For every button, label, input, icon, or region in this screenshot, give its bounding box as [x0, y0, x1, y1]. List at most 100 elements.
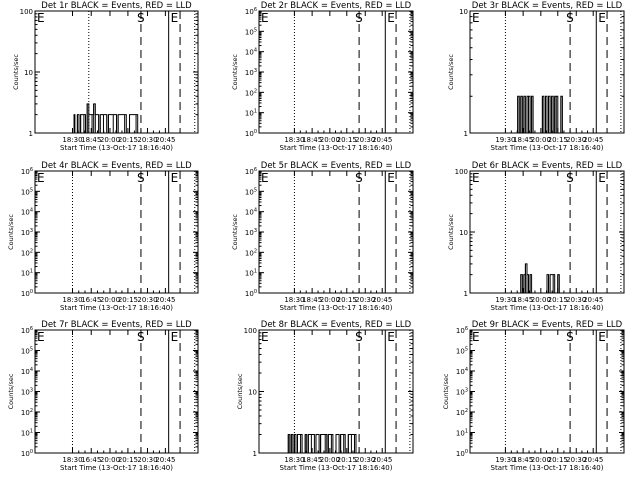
- panel-det-9: Det 9r BLACK = Events, RED = LLD Counts/s…: [442, 320, 625, 472]
- y-tick-label: 106: [21, 167, 33, 176]
- marker-label-s: S: [566, 11, 574, 25]
- y-axis-label: Counts/sec: [442, 373, 450, 409]
- x-tick-label: 18:30: [284, 136, 304, 144]
- y-tick-label: 100: [20, 8, 33, 16]
- x-axis-label: Start Time (13-Oct-17 18:16:40): [60, 144, 173, 152]
- y-axis-label: Counts/sec: [7, 214, 15, 250]
- y-tick-label: 10: [459, 229, 468, 237]
- marker-label-s: S: [355, 171, 363, 185]
- panel-det-1: Det 1r BLACK = Events, RED = LLD Counts/s…: [12, 1, 199, 152]
- x-tick-label: 16:45: [81, 456, 101, 464]
- y-axis-label: Counts/sec: [231, 54, 239, 90]
- y-tick-label: 102: [21, 408, 33, 417]
- x-tick-label: 20:15: [548, 296, 568, 304]
- x-tick-label: 20:30: [137, 296, 157, 304]
- marker-label-e: E: [598, 171, 606, 185]
- y-tick-label: 100: [455, 168, 468, 176]
- y-tick-label: 10: [24, 69, 33, 77]
- y-tick-label: 104: [21, 367, 33, 376]
- marker-label-s: S: [137, 11, 145, 25]
- x-axis-label: Start Time (13-Oct-17 18:16:40): [60, 304, 173, 312]
- marker-label-e: E: [387, 330, 395, 344]
- panel-det-5: Det 5r BLACK = Events, RED = LLD Counts/s…: [231, 161, 414, 312]
- x-tick-label: 20:00: [100, 456, 120, 464]
- x-axis-label: Start Time (13-Oct-17 18:16:40): [491, 304, 604, 312]
- y-axis-label: Counts/sec: [236, 373, 244, 409]
- marker-label-e: E: [261, 171, 269, 185]
- marker-label-s: S: [137, 330, 145, 344]
- x-tick-label: 18:45: [302, 296, 322, 304]
- panel-det-4: Det 4r BLACK = Events, RED = LLD Counts/s…: [7, 161, 199, 312]
- x-tick-label: 20:15: [548, 136, 568, 144]
- x-tick-label: 20:30: [137, 456, 157, 464]
- y-axis-label: Counts/sec: [12, 54, 20, 90]
- x-tick-label: 18:45: [513, 456, 533, 464]
- y-tick-label: 100: [456, 449, 468, 458]
- y-tick-label: 102: [456, 408, 468, 417]
- x-tick-label: 18:45: [513, 136, 533, 144]
- panel-title: Det 8r BLACK = Events, RED = LLD: [261, 320, 412, 330]
- y-tick-label: 101: [245, 109, 257, 118]
- y-tick-label: 103: [21, 388, 33, 397]
- x-tick-label: 20:30: [566, 456, 586, 464]
- x-tick-label: 20:15: [548, 456, 568, 464]
- x-axis-label: Start Time (13-Oct-17 18:16:40): [280, 144, 393, 152]
- panel-title: Det 7r BLACK = Events, RED = LLD: [41, 320, 192, 330]
- y-tick-label: 103: [456, 388, 468, 397]
- y-tick-label: 104: [21, 208, 33, 217]
- x-tick-label: 20:00: [100, 136, 120, 144]
- events-series-line: [72, 103, 139, 134]
- y-tick-label: 106: [456, 326, 468, 335]
- x-tick-label: 18:45: [302, 456, 322, 464]
- marker-label-s: S: [566, 171, 574, 185]
- panel-det-3: Det 3r BLACK = Events, RED = LLD Counts/s…: [447, 1, 625, 152]
- marker-label-e: E: [37, 330, 45, 344]
- x-tick-label: 18:30: [62, 136, 82, 144]
- plot-frame: [258, 170, 414, 294]
- panel-title: Det 9r BLACK = Events, RED = LLD: [472, 320, 623, 330]
- y-tick-label: 1: [29, 130, 33, 138]
- y-tick-label: 103: [245, 68, 257, 77]
- x-tick-label: 20:15: [118, 136, 138, 144]
- plot-frame: [258, 10, 414, 134]
- marker-label-s: S: [137, 171, 145, 185]
- x-tick-label: 20:45: [372, 296, 392, 304]
- x-tick-label: 20:30: [355, 136, 375, 144]
- x-tick-label: 20:45: [583, 456, 603, 464]
- x-tick-label: 20:45: [155, 296, 175, 304]
- y-tick-label: 105: [21, 347, 33, 356]
- panel-det-7: Det 7r BLACK = Events, RED = LLD Counts/s…: [7, 320, 199, 472]
- y-tick-label: 100: [21, 289, 33, 298]
- x-tick-label: 18:45: [513, 296, 533, 304]
- x-axis-label: Start Time (13-Oct-17 18:16:40): [60, 464, 173, 472]
- panel-title: Det 1r BLACK = Events, RED = LLD: [41, 1, 192, 11]
- x-tick-label: 18:30: [284, 296, 304, 304]
- x-axis-label: Start Time (13-Oct-17 18:16:40): [491, 144, 604, 152]
- y-tick-label: 104: [245, 48, 257, 57]
- x-tick-label: 20:15: [118, 456, 138, 464]
- panel-title: Det 2r BLACK = Events, RED = LLD: [261, 1, 412, 11]
- x-tick-label: 20:15: [118, 296, 138, 304]
- x-tick-label: 20:45: [583, 296, 603, 304]
- y-tick-label: 106: [245, 7, 257, 16]
- x-tick-label: 20:00: [320, 136, 340, 144]
- panel-title: Det 3r BLACK = Events, RED = LLD: [472, 1, 623, 11]
- marker-label-e: E: [387, 171, 395, 185]
- marker-label-e: E: [472, 330, 480, 344]
- y-tick-label: 105: [245, 27, 257, 36]
- marker-label-e: E: [171, 330, 179, 344]
- y-tick-label: 101: [21, 429, 33, 438]
- x-tick-label: 20:15: [337, 296, 357, 304]
- marker-label-e: E: [261, 11, 269, 25]
- x-tick-label: 20:45: [155, 456, 175, 464]
- panel-det-2: Det 2r BLACK = Events, RED = LLD Counts/s…: [231, 1, 414, 152]
- y-tick-label: 1: [464, 290, 468, 298]
- y-tick-label: 103: [21, 228, 33, 237]
- x-tick-label: 20:00: [320, 456, 340, 464]
- plot-frame: [469, 329, 625, 454]
- x-tick-label: 20:15: [337, 136, 357, 144]
- y-tick-label: 105: [245, 187, 257, 196]
- y-tick-label: 104: [245, 208, 257, 217]
- marker-label-e: E: [598, 11, 606, 25]
- y-tick-label: 100: [244, 327, 257, 335]
